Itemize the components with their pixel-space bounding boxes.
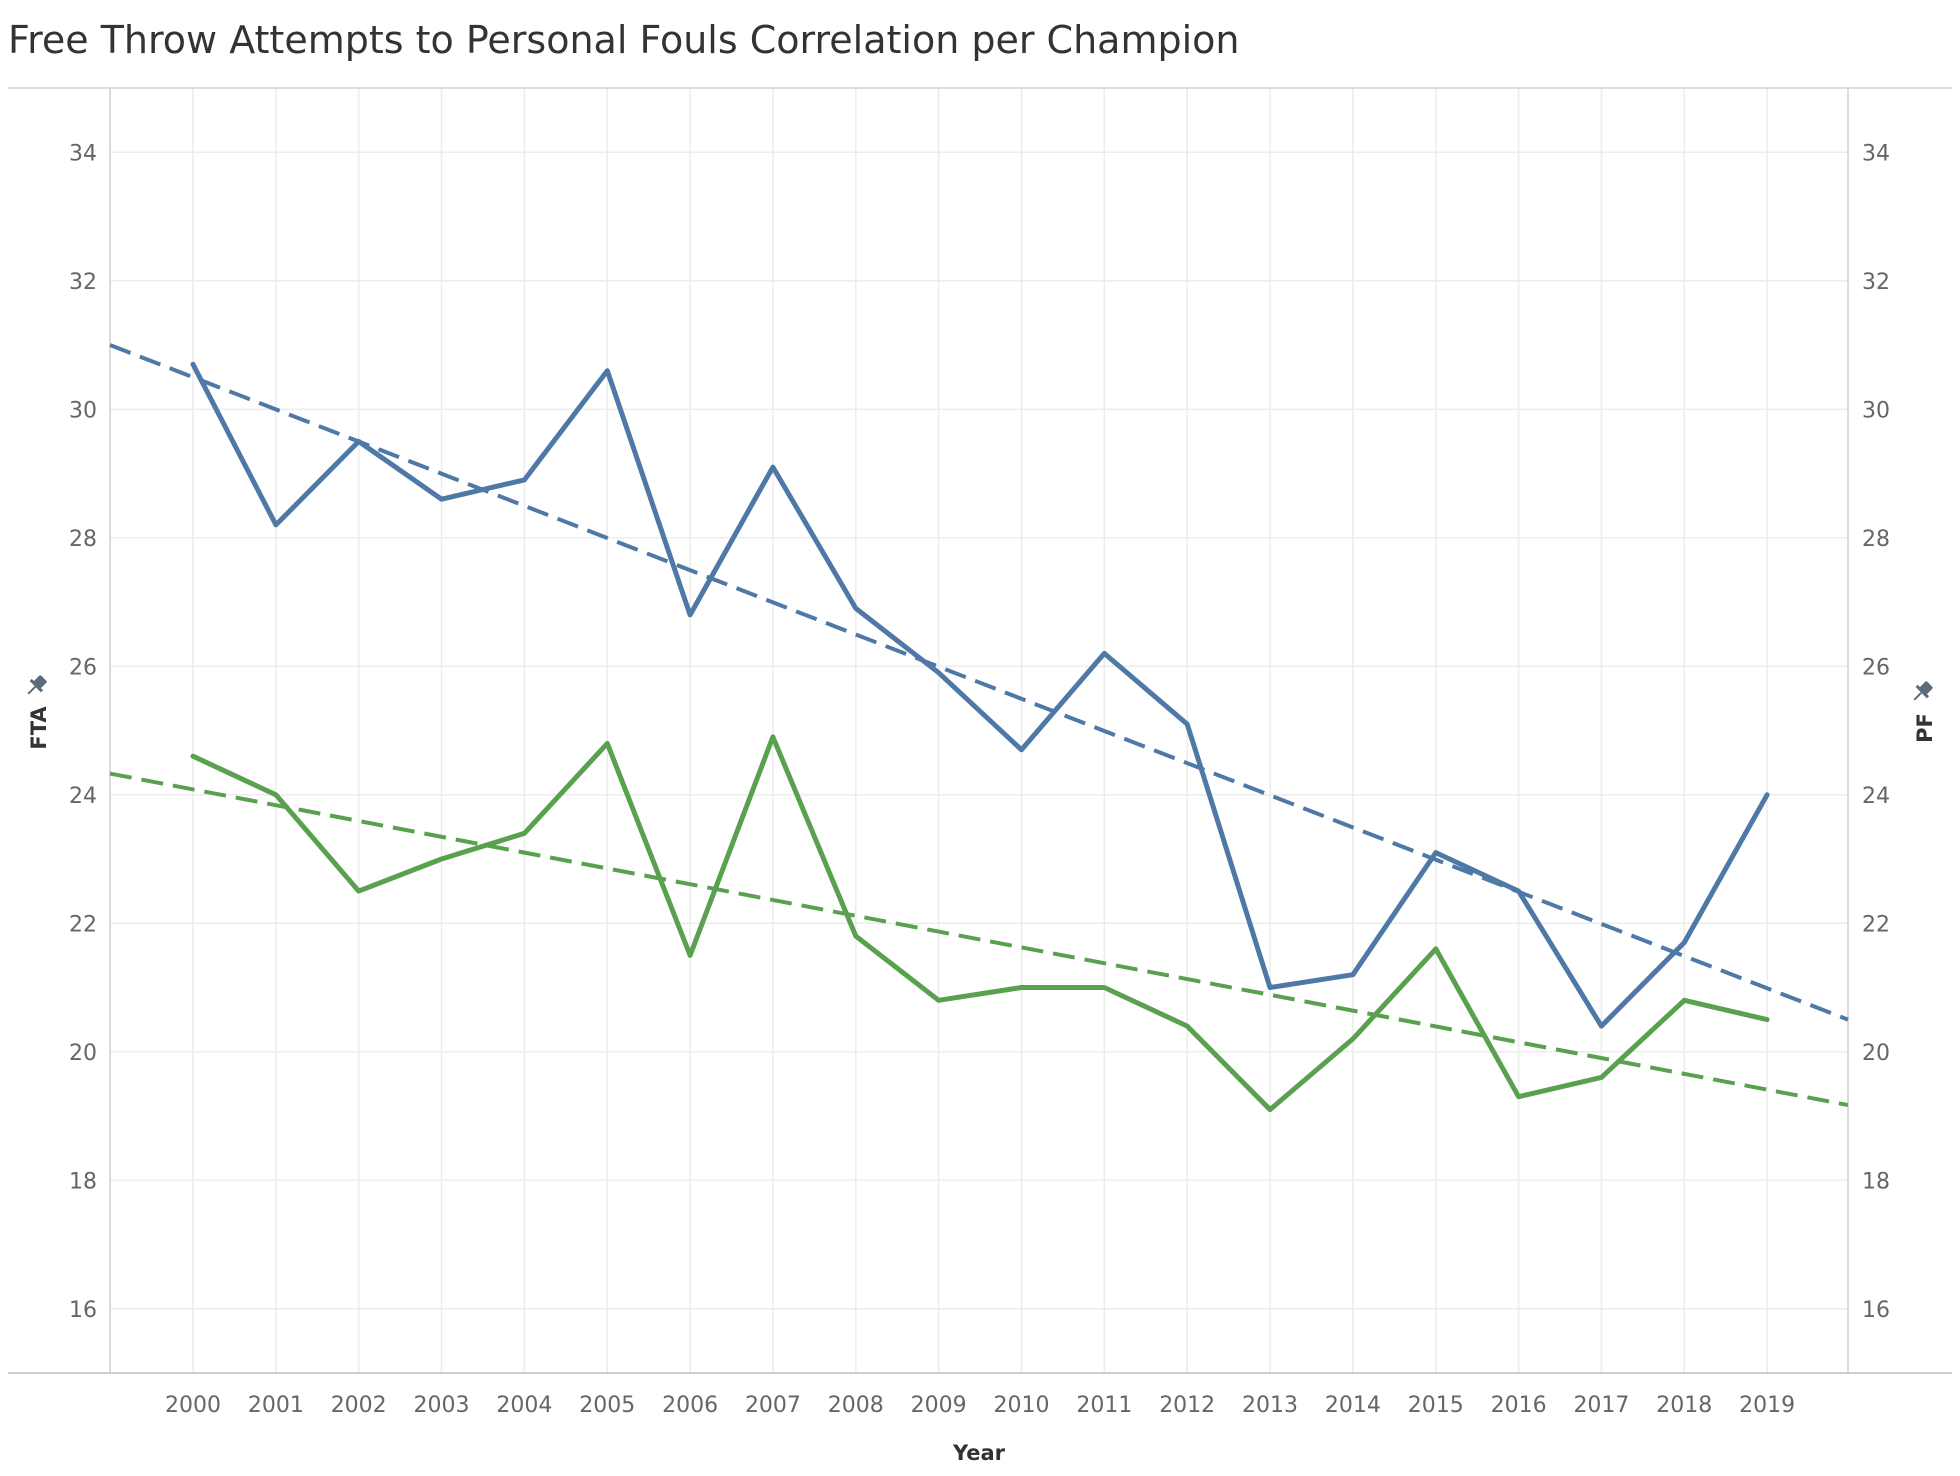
y-tick-label-right: 22	[1862, 912, 1890, 937]
fta-trend-line	[109, 343, 1849, 1022]
right-axis-ticks: 16 18 20 22 24 26 28 30 32 34	[1862, 141, 1890, 1323]
y-tick-label-right: 26	[1862, 655, 1890, 680]
pin-needle	[27, 686, 36, 695]
x-tick-label: 2016	[1491, 1393, 1547, 1418]
x-tick-label: 2008	[828, 1393, 884, 1418]
y-tick-label-right: 34	[1862, 141, 1890, 166]
left-axis-ticks: 16 18 20 22 24 26 28 30 32 34	[69, 141, 97, 1323]
x-tick-label: 2001	[248, 1393, 304, 1418]
x-tick-label: 2012	[1159, 1393, 1215, 1418]
x-tick-label: 2003	[414, 1393, 470, 1418]
x-tick-label: 2010	[994, 1393, 1050, 1418]
x-tick-label: 2018	[1656, 1393, 1712, 1418]
pin-icons	[27, 675, 1933, 701]
x-tick-label: 2005	[579, 1393, 635, 1418]
pf-series-line	[190, 734, 1770, 1113]
grid-lines	[110, 88, 1848, 1373]
y-tick-label-right: 16	[1862, 1298, 1890, 1323]
y-tick-label-left: 16	[69, 1298, 97, 1323]
x-tick-label: 2017	[1573, 1393, 1629, 1418]
y-tick-label-right: 28	[1862, 527, 1890, 552]
x-tick-label: 2002	[331, 1393, 387, 1418]
pin-icon	[27, 675, 47, 695]
y-tick-label-left: 24	[69, 784, 97, 809]
axis-titles: Year FTA PF	[27, 706, 1937, 1465]
y-tick-label-right: 18	[1862, 1169, 1890, 1194]
x-tick-label: 2015	[1408, 1393, 1464, 1418]
y-tick-label-right: 24	[1862, 784, 1890, 809]
y-tick-label-left: 20	[69, 1041, 97, 1066]
x-tick-label: 2019	[1739, 1393, 1795, 1418]
y-tick-label-right: 30	[1862, 398, 1890, 423]
y-tick-label-left: 32	[69, 270, 97, 295]
fta-series-line	[190, 361, 1770, 1029]
chart-frame	[8, 87, 1952, 1374]
pin-collar	[29, 678, 44, 693]
y-tick-label-left: 34	[69, 141, 97, 166]
x-tick-label: 2007	[745, 1393, 801, 1418]
y-axis-title-right: PF	[1913, 713, 1937, 743]
y-tick-label-right: 32	[1862, 270, 1890, 295]
series-lines	[190, 361, 1770, 1113]
pin-needle	[1913, 692, 1922, 701]
x-tick-label: 2004	[496, 1393, 552, 1418]
y-tick-label-right: 20	[1862, 1041, 1890, 1066]
y-tick-label-left: 26	[69, 655, 97, 680]
x-axis-title: Year	[952, 1441, 1006, 1465]
y-tick-label-left: 30	[69, 398, 97, 423]
y-axis-title-left: FTA	[27, 706, 51, 750]
x-tick-label: 2011	[1076, 1393, 1132, 1418]
x-tick-label: 2000	[165, 1393, 221, 1418]
chart-title: Free Throw Attempts to Personal Fouls Co…	[8, 18, 1240, 62]
y-tick-label-left: 28	[69, 527, 97, 552]
x-tick-label: 2014	[1325, 1393, 1381, 1418]
pin-icon	[1913, 681, 1933, 701]
x-tick-label: 2009	[911, 1393, 967, 1418]
x-axis-ticks: 2000 2001 2002 2003 2004 2005 2006 2007 2008 2009…	[165, 1393, 1795, 1418]
pf-trend-line	[109, 771, 1849, 1108]
x-tick-label: 2013	[1242, 1393, 1298, 1418]
y-tick-label-left: 18	[69, 1169, 97, 1194]
y-tick-label-left: 22	[69, 912, 97, 937]
trend-lines	[109, 343, 1849, 1108]
pin-collar	[1915, 684, 1930, 699]
x-tick-label: 2006	[662, 1393, 718, 1418]
